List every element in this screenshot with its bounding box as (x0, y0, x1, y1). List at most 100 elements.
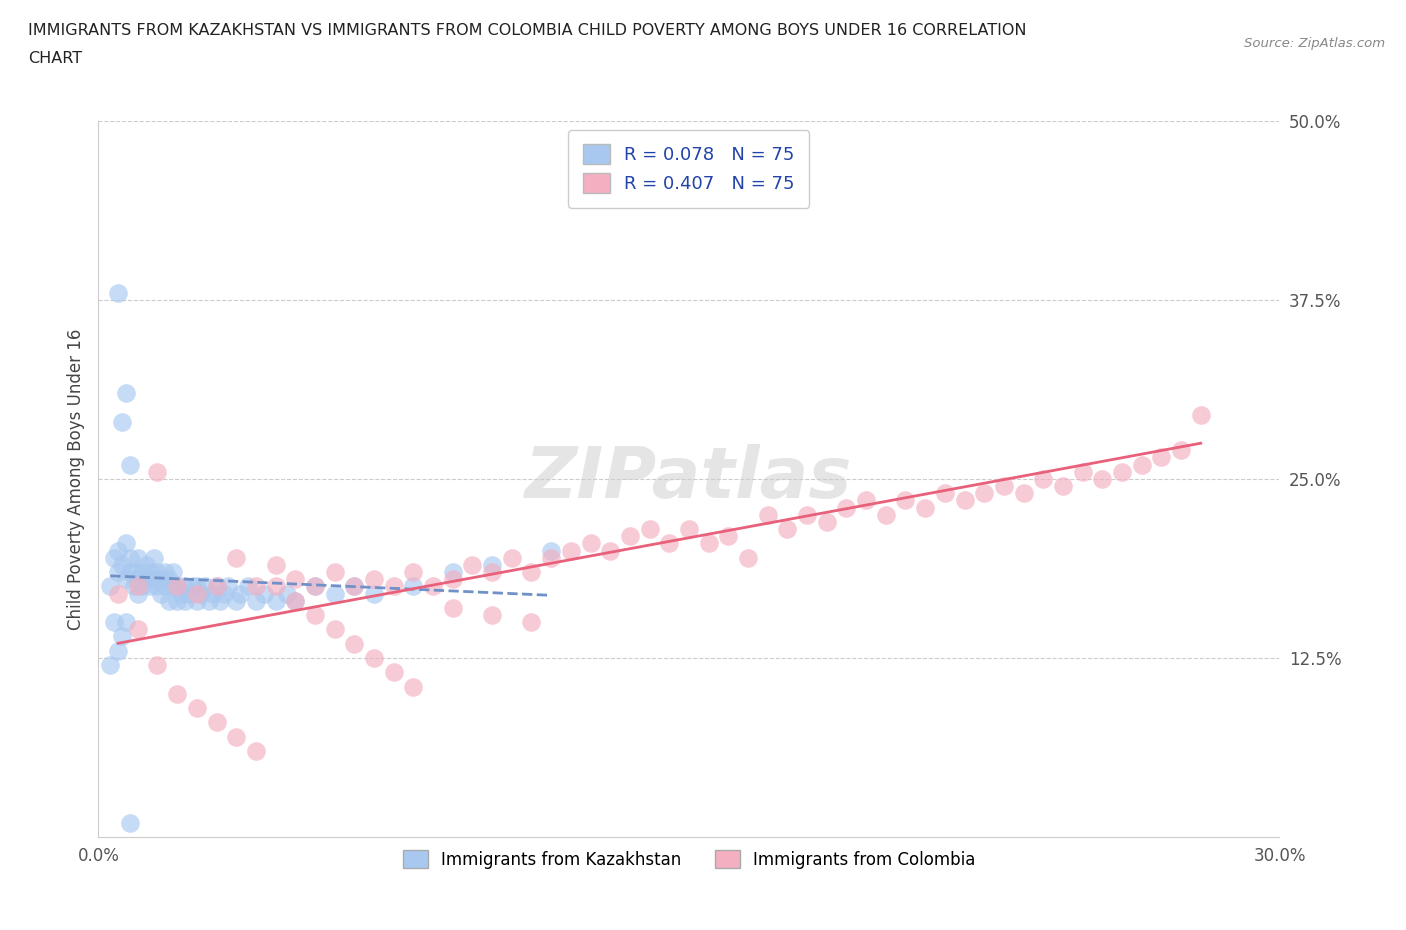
Point (127, 572, 149, 587)
Point (205, 578, 228, 594)
Point (323, 622, 346, 637)
Point (363, 572, 385, 587)
Point (402, 578, 425, 594)
Point (166, 578, 188, 594)
Point (1150, 450, 1173, 465)
Point (697, 536, 720, 551)
Point (155, 578, 177, 594)
Point (540, 543, 562, 558)
Point (186, 700, 208, 715)
Point (146, 565, 169, 579)
Point (520, 565, 543, 579)
Point (1130, 458, 1153, 472)
Point (402, 679, 425, 694)
Point (186, 586, 208, 601)
Point (343, 636, 366, 651)
Text: Source: ZipAtlas.com: Source: ZipAtlas.com (1244, 37, 1385, 50)
Point (177, 586, 200, 601)
Point (756, 508, 779, 523)
Point (155, 565, 177, 579)
Point (363, 651, 385, 666)
Point (157, 593, 180, 608)
Point (481, 607, 503, 622)
Point (118, 551, 141, 565)
Point (796, 508, 818, 523)
Point (98, 658, 121, 672)
Point (422, 578, 444, 594)
Point (107, 286, 129, 300)
Point (1091, 472, 1114, 486)
Point (934, 485, 956, 500)
Point (501, 551, 523, 565)
Point (118, 565, 141, 579)
Point (560, 543, 582, 558)
Point (205, 715, 228, 730)
Point (264, 578, 287, 594)
Point (619, 529, 641, 544)
Point (343, 578, 366, 594)
Point (304, 578, 326, 594)
Point (323, 565, 346, 579)
Point (441, 565, 464, 579)
Point (131, 565, 153, 579)
Point (205, 578, 228, 594)
Point (138, 578, 160, 594)
Point (146, 658, 169, 672)
Point (245, 744, 267, 759)
Point (1189, 407, 1212, 422)
Point (150, 572, 173, 587)
Point (875, 508, 897, 523)
Point (142, 551, 165, 565)
Point (107, 543, 129, 558)
Point (107, 565, 129, 579)
Point (150, 586, 173, 601)
Point (166, 593, 188, 608)
Point (253, 586, 276, 601)
Point (284, 593, 307, 608)
Point (115, 386, 138, 401)
Point (717, 529, 740, 544)
Point (737, 551, 759, 565)
Point (107, 644, 129, 658)
Point (209, 593, 232, 608)
Point (217, 578, 239, 594)
Point (678, 522, 700, 537)
Point (118, 458, 141, 472)
Point (127, 578, 149, 594)
Point (111, 629, 134, 644)
Point (363, 586, 385, 601)
Point (953, 493, 976, 508)
Point (1032, 472, 1054, 486)
Point (993, 479, 1015, 494)
Text: ZIPatlas: ZIPatlas (526, 445, 852, 513)
Point (264, 593, 287, 608)
Point (214, 586, 236, 601)
Point (245, 578, 267, 594)
Point (146, 578, 169, 594)
Point (157, 572, 180, 587)
Point (245, 593, 267, 608)
Point (197, 593, 219, 608)
Point (166, 578, 188, 594)
Point (481, 565, 503, 579)
Point (1071, 464, 1094, 479)
Point (756, 178, 779, 193)
Point (461, 557, 484, 572)
Point (973, 485, 995, 500)
Point (658, 536, 681, 551)
Text: IMMIGRANTS FROM KAZAKHSTAN VS IMMIGRANTS FROM COLOMBIA CHILD POVERTY AMONG BOYS : IMMIGRANTS FROM KAZAKHSTAN VS IMMIGRANTS… (28, 23, 1026, 38)
Point (284, 572, 307, 587)
Point (481, 557, 503, 572)
Point (835, 500, 858, 515)
Point (201, 586, 224, 601)
Point (111, 414, 134, 429)
Point (127, 622, 149, 637)
Point (402, 565, 425, 579)
Point (264, 557, 287, 572)
Point (118, 816, 141, 830)
Point (122, 578, 145, 594)
Point (138, 565, 160, 579)
Point (894, 493, 917, 508)
Point (382, 578, 405, 594)
Point (146, 464, 169, 479)
